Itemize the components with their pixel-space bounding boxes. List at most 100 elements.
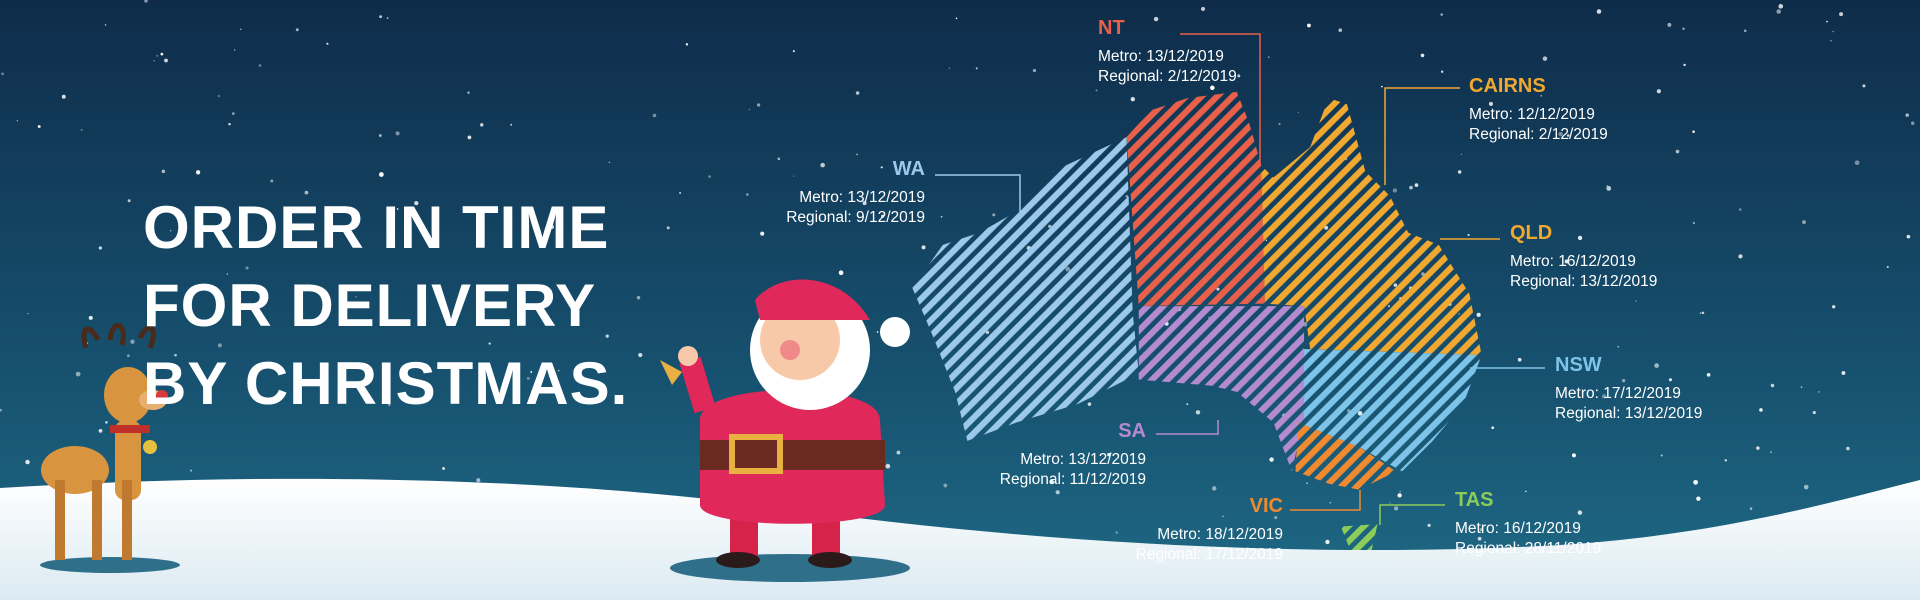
star [467, 91, 470, 94]
star [652, 113, 657, 118]
regional-date: Regional: 13/12/2019 [1555, 405, 1702, 422]
star [1596, 9, 1602, 14]
star [1055, 490, 1060, 495]
leader-line [1379, 504, 1445, 525]
star [98, 429, 103, 433]
star [975, 67, 978, 70]
star [896, 450, 901, 455]
star [378, 172, 384, 177]
star [1542, 56, 1548, 61]
star [943, 483, 948, 488]
star [1160, 528, 1163, 531]
state-shape [1295, 422, 1396, 490]
star [1826, 20, 1828, 23]
leader-line [935, 174, 1021, 215]
regional-date: Regional: 9/12/2019 [786, 209, 925, 226]
star [820, 162, 825, 168]
star [862, 201, 867, 206]
star [98, 246, 102, 250]
star [1381, 85, 1383, 88]
star [1696, 496, 1701, 501]
star [1738, 254, 1743, 259]
star [270, 179, 274, 183]
star [386, 17, 389, 20]
state-shape [1126, 91, 1265, 307]
star [1399, 490, 1401, 493]
star [304, 190, 309, 195]
star [231, 112, 235, 116]
star [1479, 528, 1483, 532]
star [1222, 515, 1224, 518]
state-shape [1340, 524, 1378, 558]
region-name: NT [1098, 17, 1125, 39]
star [1905, 113, 1909, 117]
star [1525, 490, 1527, 493]
star [1237, 74, 1241, 78]
metro-date: Metro: 18/12/2019 [1157, 526, 1283, 543]
star [1854, 160, 1860, 166]
star [75, 371, 81, 377]
star [855, 91, 860, 95]
star [1107, 452, 1111, 457]
star [1306, 482, 1309, 485]
star [1802, 220, 1806, 225]
star [1, 72, 4, 76]
star [1440, 70, 1444, 73]
star [1476, 312, 1481, 317]
star [1087, 402, 1092, 406]
star [1778, 4, 1784, 9]
star [550, 224, 555, 229]
star [1325, 539, 1330, 545]
star [1656, 89, 1661, 94]
star [1115, 531, 1118, 534]
star [1701, 311, 1705, 315]
star [1770, 383, 1775, 388]
star [1440, 13, 1443, 16]
australia-map [912, 91, 1482, 558]
star [1566, 134, 1570, 137]
regional-date: Regional: 13/12/2019 [1510, 273, 1657, 290]
star [748, 108, 751, 111]
star [1759, 408, 1763, 412]
star [940, 215, 943, 218]
star [1660, 454, 1663, 457]
metro-date: Metro: 13/12/2019 [1020, 451, 1146, 468]
star [530, 371, 533, 373]
star [1668, 378, 1672, 382]
star [0, 408, 2, 412]
star [838, 270, 844, 276]
star [1477, 536, 1482, 541]
star [1297, 111, 1299, 114]
star [37, 125, 41, 128]
star [1699, 312, 1702, 314]
star [792, 50, 795, 53]
star [467, 135, 472, 140]
star [557, 369, 560, 372]
star [1617, 345, 1620, 348]
headline-line: ORDER IN TIME [143, 194, 609, 261]
star [217, 95, 220, 98]
star [1738, 208, 1742, 211]
star [27, 312, 29, 315]
star [921, 245, 926, 250]
star [414, 200, 419, 206]
star [1817, 390, 1820, 393]
regional-date: Regional: 2/12/2019 [1098, 68, 1237, 85]
star [1392, 188, 1398, 193]
star [1032, 68, 1037, 73]
star [480, 123, 484, 127]
headline-line: FOR DELIVERY [143, 272, 596, 339]
star [105, 421, 108, 424]
star [1776, 9, 1781, 14]
star [666, 226, 670, 230]
metro-date: Metro: 12/12/2019 [1469, 106, 1595, 123]
star [1153, 16, 1159, 22]
state-shape [1138, 306, 1305, 472]
star [1841, 371, 1846, 375]
star [1622, 379, 1626, 383]
regional-date: Regional: 28/11/2019 [1455, 540, 1601, 557]
star [1397, 493, 1402, 498]
star [126, 354, 130, 358]
leader-line [1156, 420, 1219, 435]
